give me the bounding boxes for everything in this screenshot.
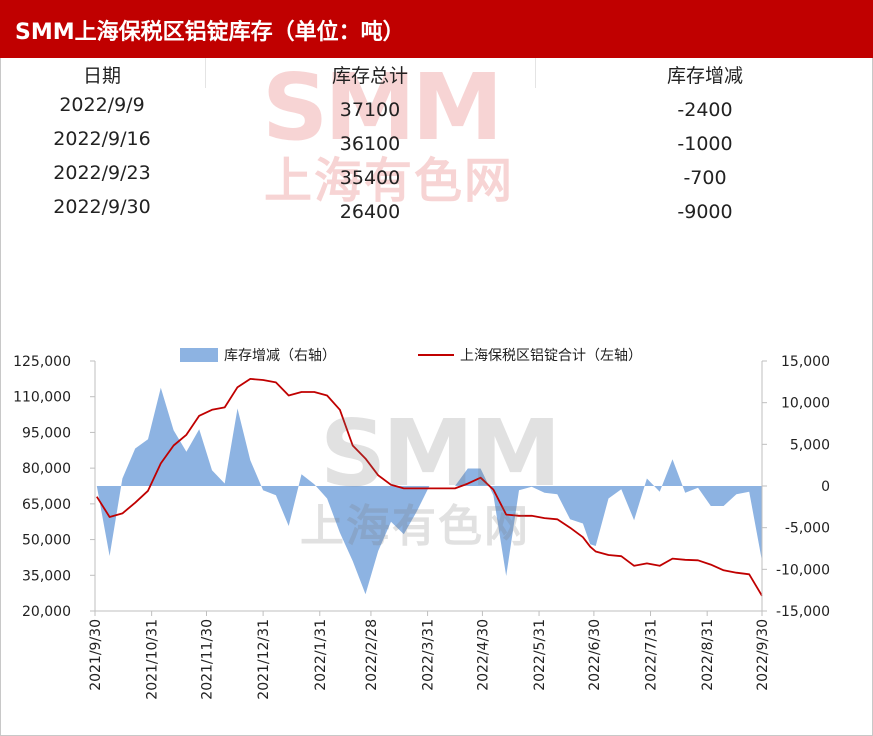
- table-cell-total: 35400: [339, 167, 401, 189]
- table-cell-total: 36100: [339, 133, 401, 155]
- page-title: SMM上海保税区铝锭库存（单位：吨）: [15, 20, 405, 45]
- table-cell-date: 2022/9/23: [53, 162, 151, 184]
- x-tick-label: 2021/12/31: [256, 619, 272, 700]
- table-cell-change: -1000: [677, 133, 733, 155]
- y-right-tick-label: 0: [821, 479, 830, 495]
- x-tick-label: 2022/9/30: [755, 619, 771, 691]
- table-cell-total: 37100: [339, 99, 401, 121]
- table-cell-change: -9000: [677, 201, 733, 223]
- y-left-tick-label: 50,000: [22, 533, 71, 549]
- x-tick-label: 2022/1/31: [313, 619, 329, 691]
- x-tick-label: 2022/7/31: [644, 619, 660, 691]
- legend-item-change: 库存增减（右轴）: [180, 345, 336, 365]
- y-left-tick-label: 125,000: [13, 354, 71, 370]
- table-cell-date: 2022/9/9: [59, 94, 145, 116]
- y-left-tick-label: 95,000: [22, 425, 71, 441]
- y-left-tick-label: 110,000: [13, 390, 71, 406]
- table-cell-change: -700: [683, 167, 727, 189]
- y-right-tick-label: 5,000: [790, 437, 830, 453]
- y-left-tick-label: 35,000: [22, 568, 71, 584]
- legend-label-total: 上海保税区铝锭合计（左轴）: [460, 348, 642, 364]
- x-tick-label: 2021/9/30: [88, 619, 104, 691]
- x-tick-label: 2022/2/28: [364, 619, 380, 691]
- legend-item-total: 上海保税区铝锭合计（左轴）: [418, 345, 642, 365]
- x-tick-label: 2021/10/31: [145, 619, 161, 700]
- table-header-total: 库存总计: [331, 65, 408, 87]
- legend-swatch-area: [180, 348, 218, 362]
- y-right-tick-label: -10,000: [776, 562, 830, 578]
- table-header-date: 日期: [82, 65, 121, 87]
- y-right-tick-label: -5,000: [785, 521, 830, 537]
- y-left-tick-label: 80,000: [22, 461, 71, 477]
- series-area-change: [96, 387, 763, 595]
- legend-swatch-line: [418, 354, 454, 356]
- table-cell-change: -2400: [677, 99, 733, 121]
- title-bar: SMM上海保税区铝锭库存（单位：吨）: [0, 0, 873, 58]
- table-header-divider: [205, 58, 206, 88]
- table-cell-total: 26400: [339, 201, 401, 223]
- table-cell-date: 2022/9/16: [53, 128, 151, 150]
- x-tick-label: 2022/6/30: [587, 619, 603, 691]
- legend-label-change: 库存增减（右轴）: [224, 348, 336, 364]
- y-right-tick-label: -15,000: [776, 604, 830, 620]
- x-tick-label: 2022/3/31: [421, 619, 437, 691]
- x-tick-label: 2022/5/31: [532, 619, 548, 691]
- y-left-tick-label: 20,000: [22, 604, 71, 620]
- series-line-total: [96, 377, 763, 597]
- x-tick-label: 2022/4/30: [475, 619, 491, 691]
- x-tick-label: 2022/8/31: [700, 619, 716, 691]
- table-cell-date: 2022/9/30: [53, 196, 151, 218]
- table-header-divider: [535, 58, 536, 88]
- x-tick-label: 2021/11/30: [200, 619, 216, 700]
- y-right-tick-label: 10,000: [781, 396, 830, 412]
- y-left-tick-label: 65,000: [22, 497, 71, 513]
- y-right-tick-label: 15,000: [781, 354, 830, 370]
- table-header-change: 库存增减: [666, 65, 743, 87]
